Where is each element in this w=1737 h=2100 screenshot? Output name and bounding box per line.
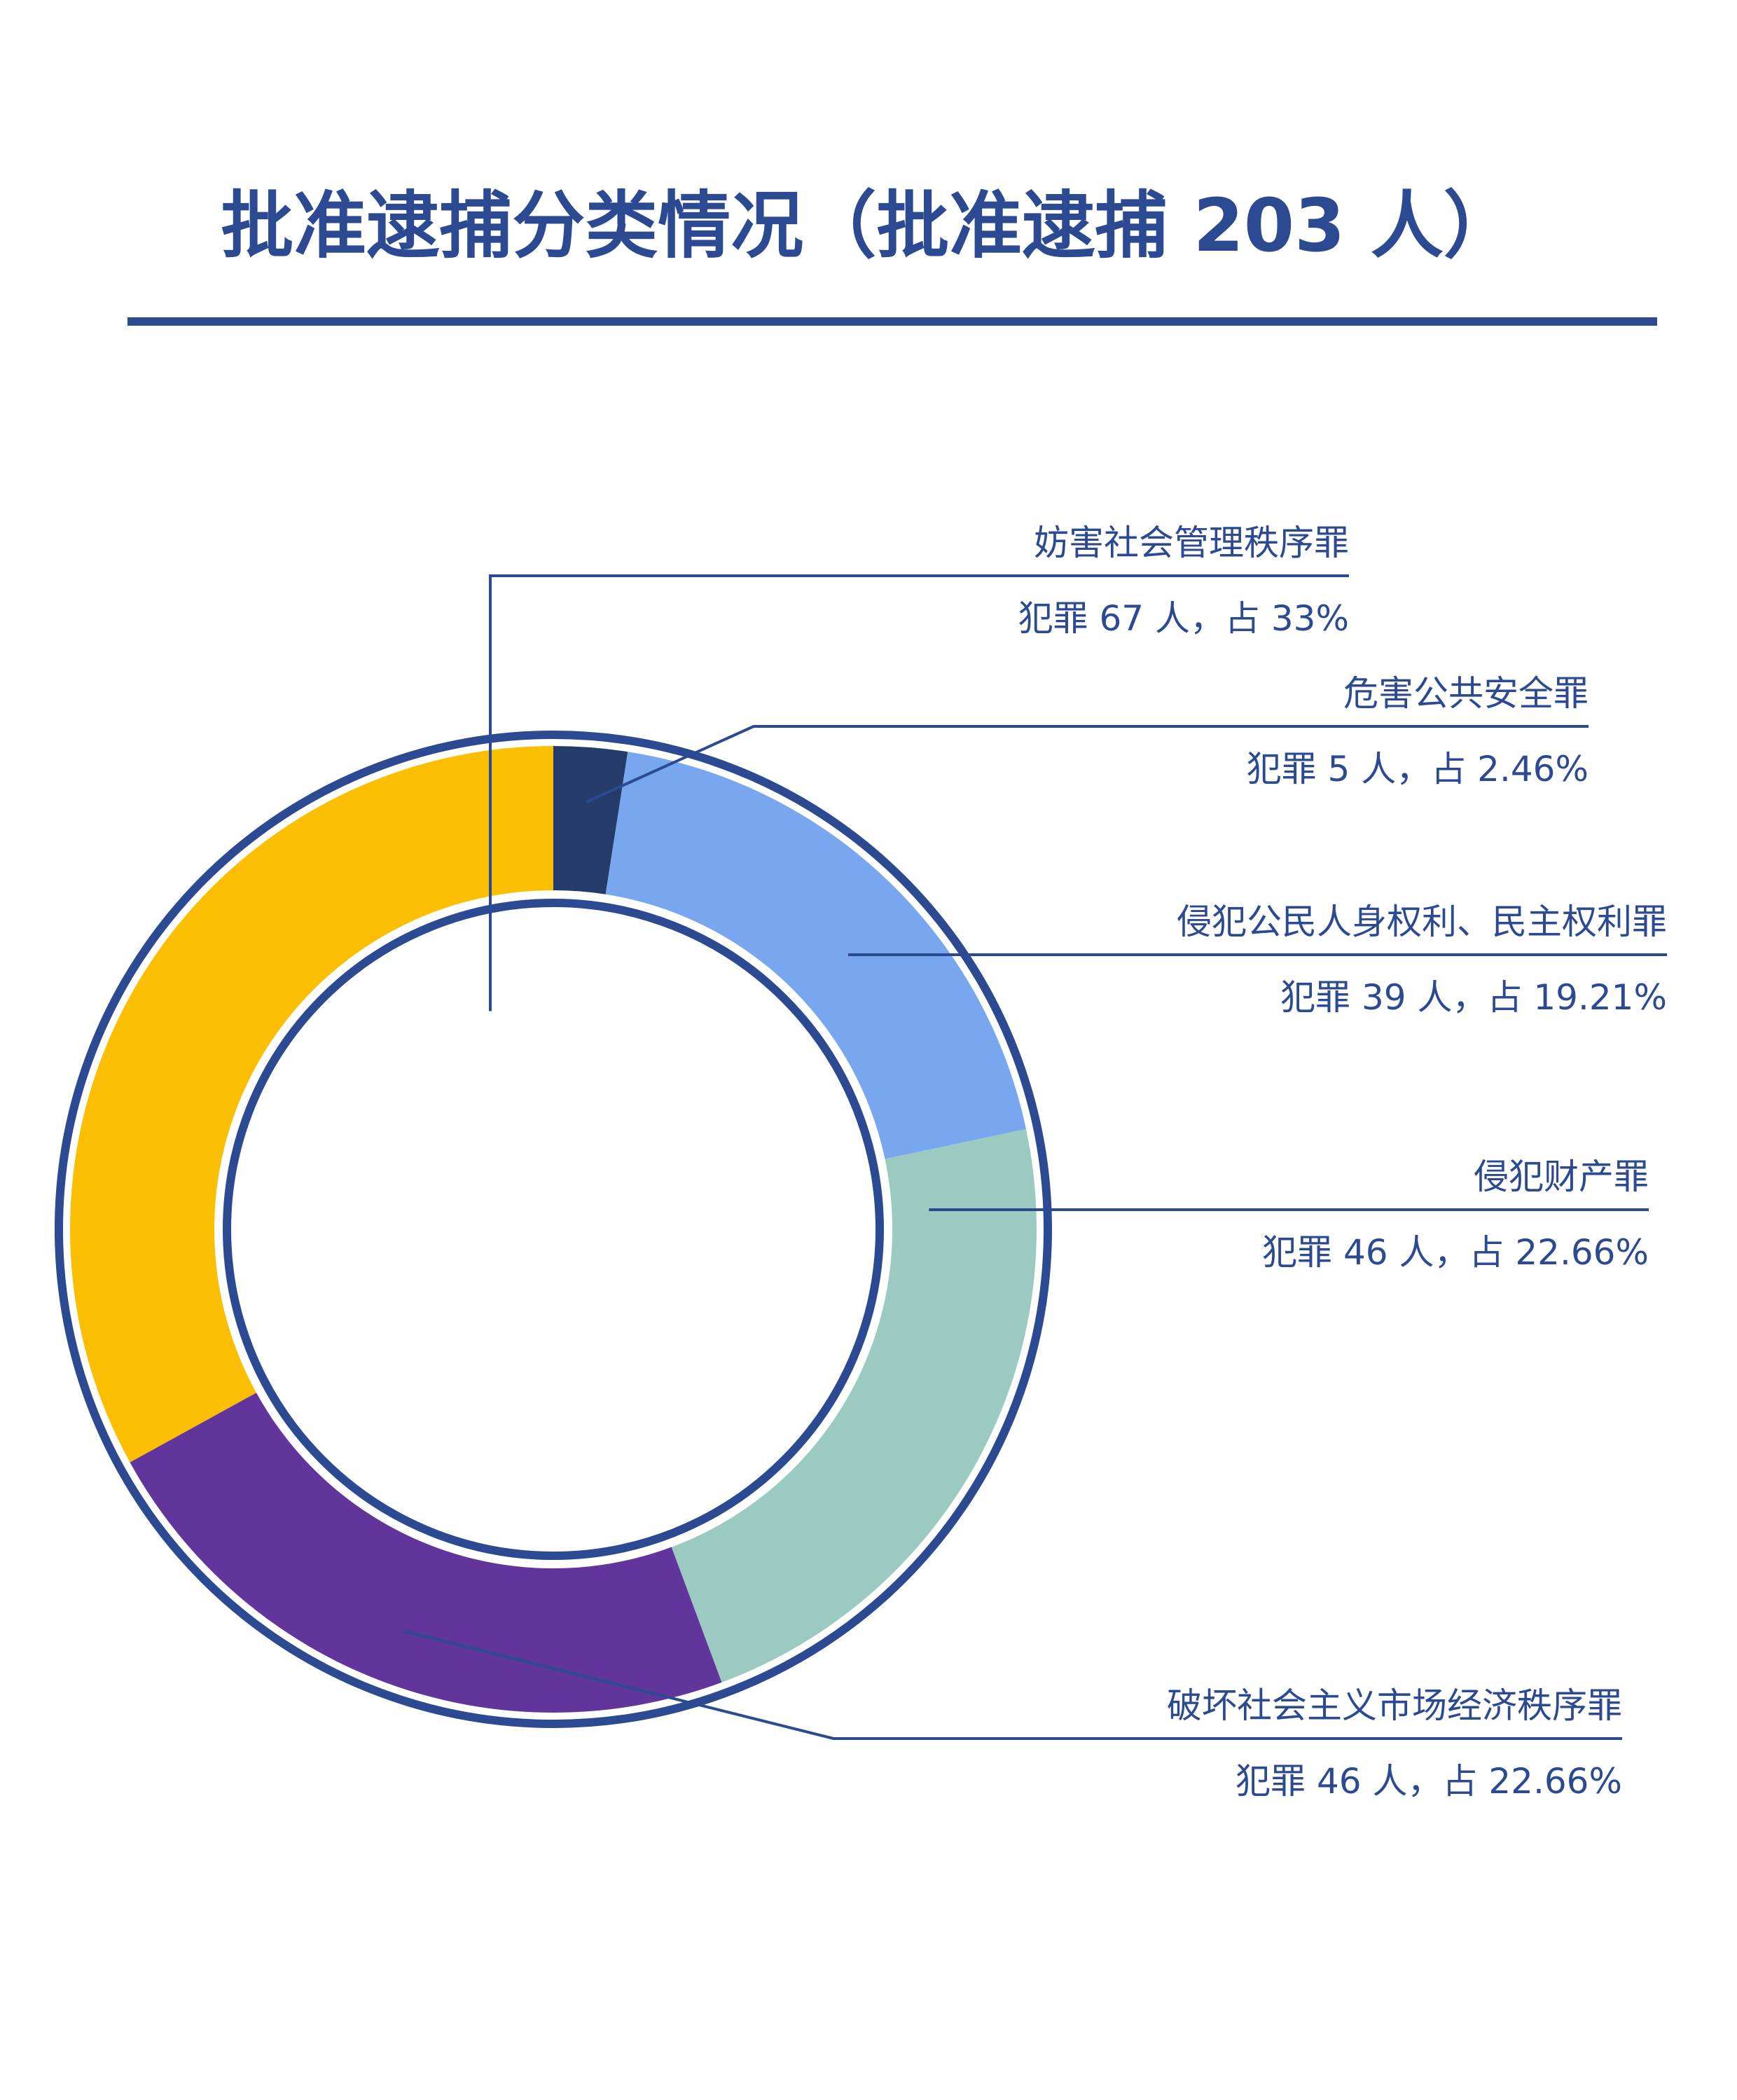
leader-line-1 xyxy=(586,725,1589,803)
slice-value-label-3: 犯罪 46 人，占 22.66% xyxy=(1262,1232,1649,1273)
slice-value-label-4: 犯罪 46 人，占 22.66% xyxy=(1236,1761,1622,1802)
slice-1 xyxy=(553,746,628,894)
slice-3 xyxy=(671,1128,1037,1683)
slice-value-label-2: 犯罪 39 人，占 19.21% xyxy=(1280,977,1667,1018)
outer-ring xyxy=(55,731,1052,1728)
slice-value-label-5: 犯罪 67 人，占 33% xyxy=(1018,598,1349,639)
chart-title: 批准逮捕分类情况（批准逮捕 203 人） xyxy=(221,183,1516,268)
donut-slices xyxy=(70,746,1037,1713)
slice-category-label-5: 妨害社会管理秩序罪 xyxy=(1034,523,1349,563)
slice-category-label-1: 危害公共安全罪 xyxy=(1343,673,1589,714)
leader-line-5 xyxy=(489,574,1349,1011)
leader-lines xyxy=(403,574,1667,1740)
slice-category-label-4: 破坏社会主义市场经济秩序罪 xyxy=(1167,1685,1622,1726)
slice-category-label-2: 侵犯公民人身权利、民主权利罪 xyxy=(1177,902,1667,942)
slice-category-label-3: 侵犯财产罪 xyxy=(1474,1156,1649,1197)
slice-value-label-1: 犯罪 5 人，占 2.46% xyxy=(1247,749,1589,789)
slice-2 xyxy=(605,752,1026,1159)
slice-5 xyxy=(70,746,553,1463)
inner-ring xyxy=(223,899,884,1560)
leader-line-4 xyxy=(403,1629,1622,1740)
slice-4 xyxy=(130,1393,722,1713)
